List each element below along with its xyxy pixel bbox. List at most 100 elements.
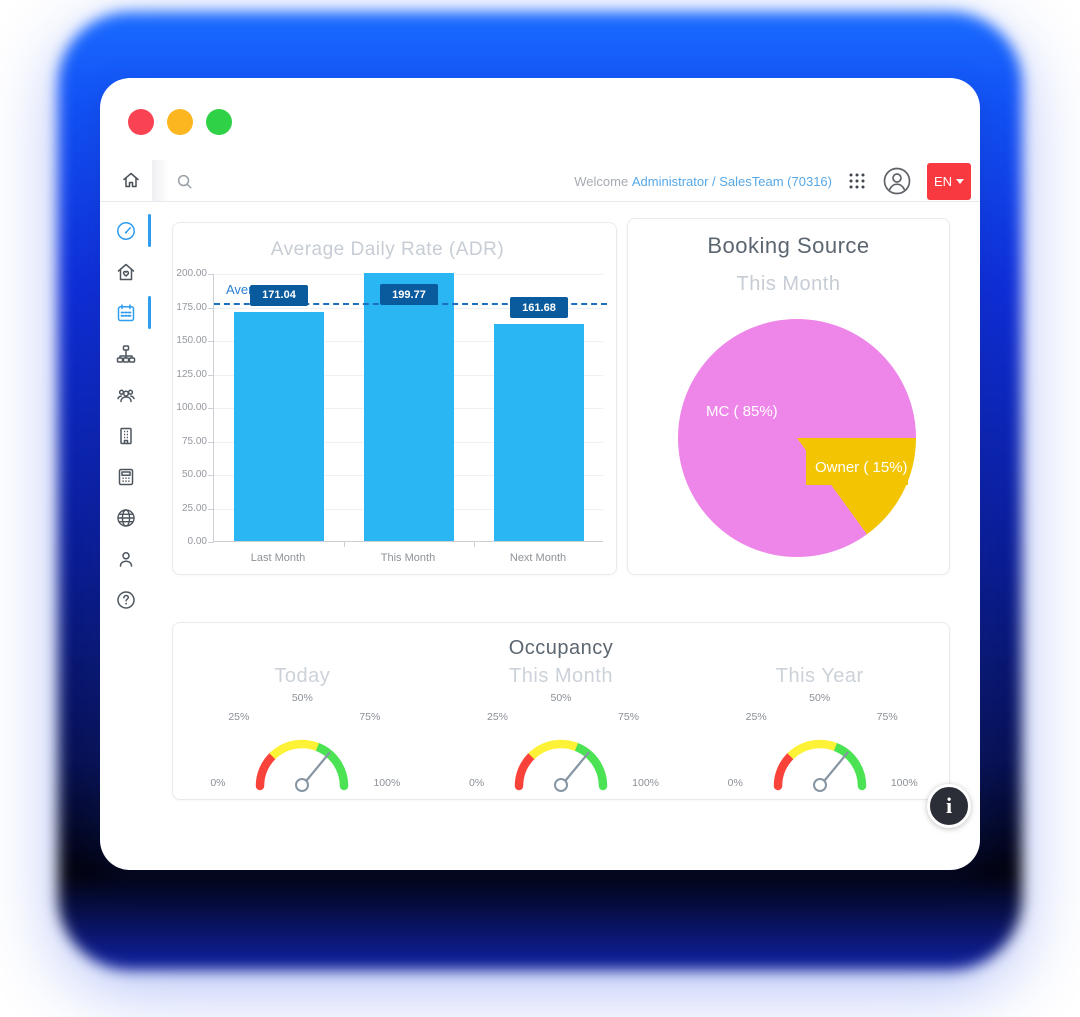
gauge-tick-label: 50% bbox=[809, 692, 831, 704]
gauge-tick-label: 0% bbox=[469, 777, 485, 789]
y-tick bbox=[208, 374, 214, 376]
x-tick-label: Last Month bbox=[250, 552, 306, 564]
sidebar-item-property[interactable] bbox=[100, 251, 152, 292]
y-tick-label: 125.00 bbox=[176, 368, 207, 380]
topbar-right: Welcome Administrator / SalesTeam (70316… bbox=[574, 160, 971, 202]
apps-grid-icon[interactable] bbox=[847, 171, 867, 191]
gauge: 0% 25% 50% 75% 100% bbox=[202, 692, 402, 792]
building-icon bbox=[120, 427, 132, 444]
y-tick bbox=[208, 542, 214, 543]
bar-value-label: 171.04 bbox=[250, 284, 308, 306]
active-indicator bbox=[147, 296, 151, 329]
x-tick-label: Next Month bbox=[509, 552, 567, 564]
y-tick-label: 0.00 bbox=[187, 536, 207, 547]
gauge-tick-label: 75% bbox=[876, 711, 898, 723]
sidebar-item-guests[interactable] bbox=[100, 374, 152, 415]
help-icon bbox=[117, 590, 135, 609]
gauge-tick-label: 25% bbox=[745, 711, 767, 723]
y-tick bbox=[208, 274, 214, 275]
y-tick-label: 50.00 bbox=[181, 469, 207, 480]
gauge: 0% 25% 50% 75% 100% bbox=[720, 692, 920, 792]
gauge-arc bbox=[773, 739, 866, 792]
occupancy-card: Occupancy Today 0% 25% 50% 75% 100% This Month… bbox=[172, 622, 950, 800]
occupancy-gauges: Today 0% 25% 50% 75% 100% This Month 0% 25% 50% 75… bbox=[173, 665, 949, 793]
globe-icon bbox=[117, 508, 135, 527]
sidebar-item-calendar[interactable] bbox=[100, 292, 152, 333]
house-heart-icon bbox=[117, 263, 135, 280]
y-tick bbox=[208, 441, 214, 443]
gauge-tick-label: 0% bbox=[210, 777, 226, 789]
x-tick bbox=[474, 541, 475, 547]
gauge-tick-label: 75% bbox=[359, 711, 381, 723]
gauge-tick-label: 100% bbox=[373, 777, 401, 789]
gauge-column: This Month 0% 25% 50% 75% 100% bbox=[432, 665, 691, 793]
booking-pie-chart: MC ( 85%) Owner ( 15%) bbox=[678, 319, 916, 557]
bar-value-label: 161.68 bbox=[510, 297, 568, 319]
adr-y-axis: 0.00 25.00 50.00 75.00 100.00 125.00 150.00 175… bbox=[173, 268, 209, 547]
gauge-tick-label: 0% bbox=[727, 777, 743, 789]
calendar-icon bbox=[117, 303, 135, 321]
sidebar-item-web[interactable] bbox=[100, 497, 152, 538]
booking-source-card: Booking Source This Month MC ( 85%) Owne… bbox=[627, 218, 950, 575]
gauge-tick-label: 100% bbox=[632, 777, 659, 789]
users-icon bbox=[117, 389, 135, 402]
sidebar-item-profile[interactable] bbox=[100, 538, 152, 579]
sidebar-item-channels[interactable] bbox=[100, 333, 152, 374]
language-dropdown[interactable]: EN bbox=[927, 162, 971, 200]
gauge-column: This Year 0% 25% 50% 75% 100% bbox=[690, 665, 949, 793]
adr-card: Average Daily Rate (ADR) 0.00 25.00 50.00 7… bbox=[172, 222, 617, 575]
bar-value-label: 199.77 bbox=[380, 284, 438, 305]
account-link[interactable]: Administrator / SalesTeam (70316) bbox=[631, 173, 832, 189]
user-avatar-icon[interactable] bbox=[882, 166, 912, 196]
sidebar-item-dashboard[interactable] bbox=[100, 210, 152, 251]
pie-slice-label-owner: Owner ( 15%) bbox=[806, 449, 908, 485]
app-window: Welcome Administrator / SalesTeam (70316… bbox=[100, 78, 980, 870]
sidebar-item-accounting[interactable] bbox=[100, 456, 152, 497]
gauge-tick-label: 50% bbox=[291, 692, 313, 704]
y-tick bbox=[208, 408, 214, 409]
sidebar-item-buildings[interactable] bbox=[100, 415, 152, 456]
y-tick-label: 25.00 bbox=[181, 502, 207, 514]
y-tick bbox=[208, 307, 214, 309]
home-icon[interactable] bbox=[120, 169, 142, 196]
gauge-tick-label: 25% bbox=[487, 711, 509, 723]
gauge-tick-label: 100% bbox=[890, 777, 918, 789]
x-tick bbox=[344, 541, 345, 547]
gauge-subtitle: This Month bbox=[509, 665, 613, 687]
person-icon bbox=[119, 551, 133, 567]
gauge-arc bbox=[514, 739, 608, 792]
bar bbox=[494, 324, 584, 541]
y-tick bbox=[208, 508, 214, 510]
search-icon[interactable] bbox=[175, 172, 194, 196]
gauge-subtitle: Today bbox=[274, 665, 331, 687]
zoom-button[interactable] bbox=[206, 109, 232, 135]
close-button[interactable] bbox=[128, 109, 154, 135]
gauge-arc bbox=[256, 739, 349, 792]
gauge-tick-label: 50% bbox=[550, 692, 572, 704]
gauge: 0% 25% 50% 75% 100% bbox=[461, 692, 661, 792]
sitemap-icon bbox=[116, 344, 136, 363]
booking-subtitle: This Month bbox=[736, 273, 841, 295]
traffic-lights bbox=[128, 109, 232, 135]
active-indicator bbox=[147, 214, 151, 247]
gauge-subtitle: This Year bbox=[775, 665, 864, 687]
y-tick-label: 200.00 bbox=[176, 268, 207, 279]
gauge-hub bbox=[812, 778, 827, 792]
welcome-text: Welcome Administrator / SalesTeam (70316… bbox=[574, 173, 832, 189]
sidebar-item-help[interactable] bbox=[100, 579, 152, 620]
bar bbox=[364, 273, 454, 541]
booking-title: Booking Source bbox=[707, 233, 870, 258]
gauge-column: Today 0% 25% 50% 75% 100% bbox=[173, 665, 432, 793]
y-tick bbox=[208, 341, 214, 342]
x-tick-label: This Month bbox=[380, 552, 436, 564]
gauge-hub bbox=[554, 778, 568, 792]
minimize-button[interactable] bbox=[167, 109, 193, 135]
info-button[interactable]: i bbox=[927, 784, 971, 828]
occupancy-title: Occupancy bbox=[508, 637, 614, 659]
gauge-tick-label: 75% bbox=[617, 711, 639, 723]
y-tick-label: 75.00 bbox=[181, 435, 207, 447]
sidebar bbox=[100, 202, 152, 846]
bar bbox=[234, 311, 324, 541]
